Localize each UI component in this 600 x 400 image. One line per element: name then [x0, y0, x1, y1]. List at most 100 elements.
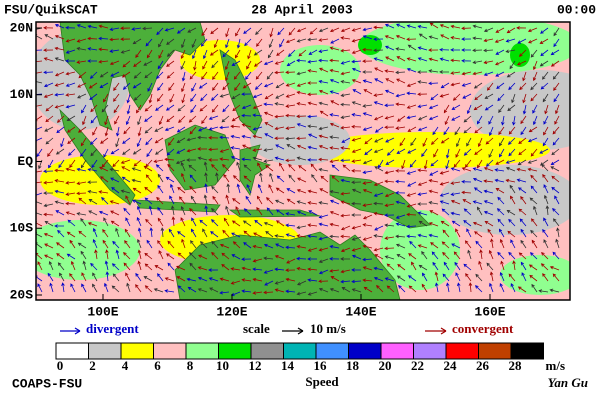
- wind-arrow: [441, 208, 450, 216]
- wind-arrow: [209, 287, 219, 293]
- wind-arrow: [222, 82, 230, 91]
- wind-arrow: [373, 211, 384, 216]
- wind-arrow: [197, 156, 208, 161]
- wind-arrow: [429, 170, 439, 176]
- wind-arrow: [123, 126, 131, 135]
- wind-arrow: [488, 249, 494, 260]
- wind-arrow: [189, 185, 197, 194]
- wind-arrow: [308, 49, 318, 55]
- wind-arrow: [230, 155, 241, 161]
- wind-arrow: [208, 147, 219, 152]
- wind-arrow: [274, 255, 285, 260]
- wind-arrow: [77, 82, 87, 88]
- wind-arrow: [87, 47, 98, 51]
- wind-arrow: [144, 263, 153, 271]
- wind-arrow: [329, 245, 340, 249]
- wind-arrow: [450, 199, 461, 205]
- wind-arrow: [274, 288, 285, 293]
- wind-arrow: [527, 137, 538, 143]
- wind-arrow: [241, 266, 252, 271]
- wind-arrow: [99, 166, 109, 172]
- wind-arrow: [269, 172, 274, 183]
- wind-arrow: [318, 269, 329, 275]
- wind-arrow: [48, 159, 54, 169]
- wind-arrow: [551, 186, 560, 194]
- wind-arrow: [36, 170, 43, 174]
- colorbar-swatch: [185, 342, 219, 360]
- wind-arrow: [285, 277, 296, 282]
- wind-arrow: [489, 271, 494, 282]
- colorbar-tick-label: 12: [249, 358, 262, 373]
- wind-arrow: [264, 133, 274, 139]
- wind-arrow: [341, 137, 351, 143]
- wind-arrow: [399, 137, 406, 147]
- wind-arrow: [288, 49, 296, 57]
- wind-arrow: [517, 38, 527, 44]
- wind-arrow: [76, 38, 87, 43]
- wind-arrow: [198, 254, 208, 260]
- wind-arrow: [532, 60, 538, 71]
- wind-arrow: [80, 217, 87, 227]
- wind-arrow: [166, 49, 175, 57]
- wind-arrow: [522, 71, 527, 82]
- wind-arrow: [340, 191, 351, 196]
- wind-arrow: [451, 220, 461, 227]
- wind-arrow: [508, 82, 516, 91]
- wind-arrow: [542, 273, 549, 282]
- wind-arrow: [554, 115, 560, 125]
- wind-arrow: [408, 253, 417, 260]
- wind-arrow: [286, 198, 296, 205]
- wind-arrow: [329, 46, 340, 51]
- wind-arrow: [409, 240, 417, 249]
- wind-arrow: [517, 286, 527, 293]
- wind-arrow: [87, 167, 98, 172]
- wind-arrow: [279, 162, 285, 172]
- wind-arrow: [417, 168, 428, 173]
- wind-arrow: [406, 104, 417, 109]
- wind-arrow: [318, 101, 329, 106]
- wind-arrow: [148, 93, 153, 104]
- wind-arrow: [543, 239, 549, 249]
- wind-arrow: [465, 273, 472, 282]
- wind-arrow: [133, 159, 142, 167]
- wind-arrow: [243, 230, 252, 238]
- wind-arrow: [406, 203, 417, 208]
- wind-arrow: [351, 279, 362, 284]
- wind-arrow: [307, 189, 318, 194]
- wind-arrow: [222, 49, 230, 58]
- wind-arrow: [362, 70, 373, 74]
- wind-arrow: [454, 126, 461, 136]
- wind-arrow: [362, 170, 373, 174]
- wind-arrow: [65, 25, 76, 30]
- wind-arrow: [329, 78, 340, 84]
- wind-arrow: [318, 79, 329, 84]
- wind-arrow: [351, 254, 362, 260]
- wind-arrow: [90, 262, 98, 271]
- wind-arrow: [136, 137, 142, 148]
- wind-arrow: [464, 240, 472, 249]
- wind-arrow: [498, 137, 505, 147]
- wind-arrow: [408, 285, 417, 293]
- wind-arrow: [180, 49, 186, 60]
- wind-arrow: [210, 93, 219, 101]
- wind-arrow: [54, 57, 65, 62]
- wind-arrow: [450, 36, 461, 40]
- wind-arrow: [164, 157, 175, 162]
- wind-arrow: [36, 211, 43, 216]
- wind-arrow: [395, 102, 406, 107]
- wind-arrow: [499, 238, 505, 249]
- wind-arrow: [307, 69, 318, 73]
- wind-arrow: [110, 148, 120, 155]
- wind-arrow: [553, 27, 560, 37]
- wind-arrow: [263, 256, 274, 261]
- wind-arrow: [384, 103, 395, 108]
- wind-arrow: [92, 238, 98, 249]
- wind-arrow: [36, 49, 43, 51]
- wind-arrow: [149, 227, 154, 238]
- legend-divergent: divergent: [86, 321, 139, 336]
- wind-arrow: [80, 137, 87, 147]
- wind-arrow: [439, 57, 450, 62]
- wind-arrow: [478, 260, 483, 271]
- wind-arrow: [395, 191, 406, 195]
- wind-arrow: [407, 126, 417, 132]
